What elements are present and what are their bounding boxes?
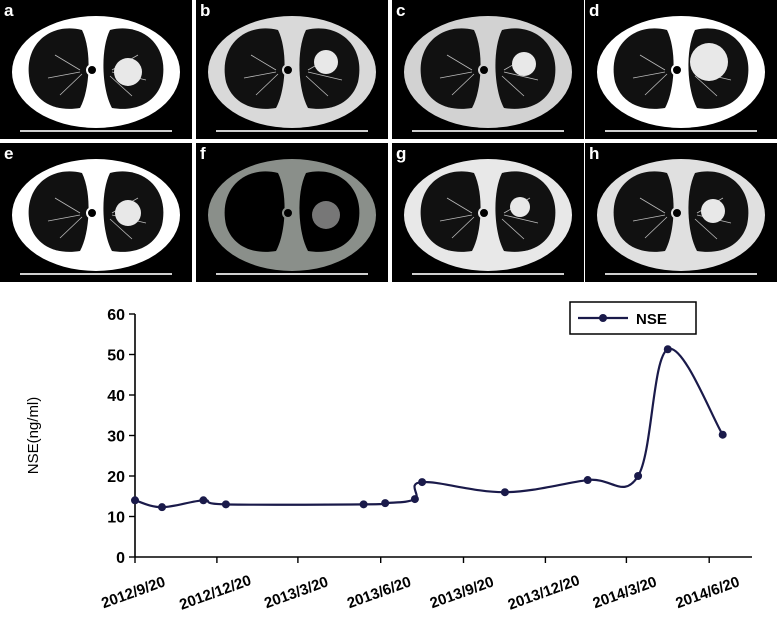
data-point (381, 499, 390, 508)
ct-panel-f: f (196, 143, 388, 282)
ct-panel-b: b (196, 0, 388, 139)
series-layer (131, 345, 727, 512)
data-point (359, 500, 368, 509)
ct-scan-image (404, 159, 572, 275)
data-point (221, 500, 230, 509)
y-axis-label: NSE(ng/ml) (25, 397, 42, 475)
ct-scan-image (12, 16, 180, 132)
x-tick-label: 2013/12/20 (506, 572, 582, 614)
legend: NSE (569, 301, 697, 335)
data-point (583, 476, 592, 485)
ct-panel-c: c (392, 0, 584, 139)
x-tick-label: 2012/12/20 (177, 572, 253, 614)
data-point (634, 472, 643, 480)
ct-image-panels: a b c d e f g h (0, 0, 778, 284)
legend-marker (599, 314, 607, 322)
data-point (418, 478, 427, 487)
ct-scan-image (597, 16, 765, 132)
panel-label-g: g (396, 144, 407, 163)
data-point (718, 430, 727, 439)
x-tick-label: 2014/6/20 (673, 573, 742, 612)
y-tick-label: 30 (107, 429, 125, 446)
data-point (158, 503, 166, 512)
y-tick-label: 60 (107, 307, 125, 324)
y-tick-label: 0 (116, 550, 125, 567)
ct-panel-e: e (0, 143, 192, 282)
ct-scan-image (208, 159, 376, 275)
data-point (410, 495, 419, 504)
panel-label-a: a (4, 1, 14, 20)
nse-line-chart: 0 10 20 30 40 50 60 2012/9/20 2012/12/20 2013/3/2… (25, 301, 752, 614)
ct-scan-image (597, 159, 765, 275)
panel-label-e: e (4, 144, 14, 163)
panel-label-c: c (396, 1, 406, 20)
x-tick-label: 2012/9/20 (99, 573, 168, 612)
ct-panel-d: d (585, 0, 777, 139)
y-tick-label: 50 (107, 348, 125, 365)
x-tick-label: 2013/6/20 (345, 573, 414, 612)
ct-scan-image (208, 16, 376, 132)
panel-label-d: d (589, 1, 600, 20)
ct-panel-h: h (585, 143, 777, 282)
panel-label-f: f (200, 144, 206, 163)
data-point (663, 345, 672, 354)
ct-panel-a: a (0, 0, 192, 139)
x-tick-label: 2013/9/20 (428, 573, 497, 612)
x-tick-label: 2014/3/20 (591, 573, 660, 612)
series-line-nse (134, 348, 724, 509)
panel-label-h: h (589, 144, 600, 163)
ct-panel-g: g (392, 143, 584, 282)
data-point (131, 496, 139, 505)
data-point (199, 496, 208, 505)
y-tick-label: 40 (107, 388, 125, 405)
ct-scan-image (404, 16, 572, 132)
panel-label-b: b (200, 1, 211, 20)
y-tick-label: 20 (107, 469, 125, 486)
data-point (500, 488, 509, 497)
ct-scan-image (12, 159, 180, 275)
legend-label: NSE (636, 311, 667, 328)
y-tick-label: 10 (107, 510, 125, 527)
x-tick-label: 2013/3/20 (262, 573, 331, 612)
